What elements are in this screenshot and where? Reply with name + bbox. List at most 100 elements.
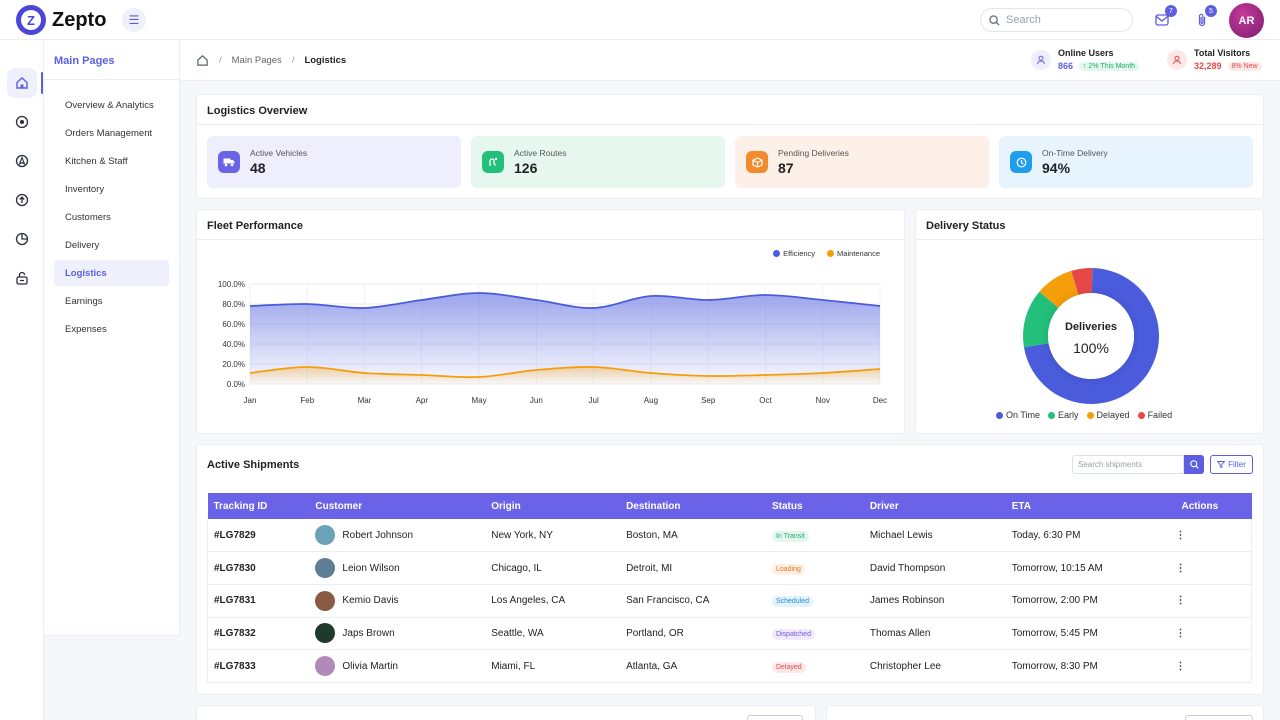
global-search[interactable]: [980, 8, 1133, 32]
rail-home[interactable]: [7, 68, 43, 98]
rail-target[interactable]: [7, 107, 37, 137]
user-icon: [1031, 49, 1051, 70]
user-avatar[interactable]: AR: [1229, 3, 1264, 38]
hamburger-icon: ☰: [128, 13, 140, 27]
donut-slice-delayed[interactable]: [1039, 270, 1079, 308]
legend-label: Efficiency: [783, 249, 816, 258]
rail-compass[interactable]: [7, 146, 37, 176]
sidebar-item-earnings[interactable]: Earnings: [65, 295, 103, 307]
destination-cell: Portland, OR: [620, 617, 766, 651]
donut-slice-early[interactable]: [1023, 291, 1059, 348]
card-divider: [916, 239, 1263, 240]
legend-swatch: [773, 250, 781, 257]
col-eta[interactable]: ETA: [1011, 500, 1031, 512]
breadcrumb-parent[interactable]: Main Pages: [231, 55, 282, 66]
delivery-status-legend: On Time Early Delayed Failed: [996, 410, 1172, 420]
delivery-status-donut: Deliveries 100%: [1023, 268, 1159, 404]
sidebar-item-kitchen-staff[interactable]: Kitchen & Staff: [65, 155, 128, 167]
total-visitors-change: 8% New: [1227, 61, 1262, 71]
legend-item-delayed[interactable]: Delayed: [1086, 410, 1130, 420]
col-driver[interactable]: Driver: [869, 500, 899, 512]
donut-slice-failed[interactable]: [1071, 268, 1093, 295]
table-row[interactable]: #LG7833 Olivia Martin Miami, FL Atlanta, GA…: [207, 649, 1252, 683]
breadcrumb-bar: / Main Pages / Logistics Online Users 86…: [180, 40, 1280, 81]
card-action-button[interactable]: [747, 715, 803, 720]
attachment-button[interactable]: 5: [1192, 5, 1217, 30]
row-actions-menu[interactable]: ⋮: [1175, 551, 1252, 585]
sidebar-item-orders-management[interactable]: Orders Management: [65, 127, 153, 139]
shipment-search-button[interactable]: [1184, 455, 1204, 474]
legend-item-failed[interactable]: Failed: [1137, 410, 1172, 420]
paperclip-icon: [1198, 13, 1206, 27]
kpi-label: On-Time Delivery: [1042, 148, 1108, 158]
rail-reports[interactable]: [7, 224, 37, 254]
fleet-performance-chart: 0.0% 20.0% 40.0% 60.0% 80.0% 100.0% Jan Feb Mar A…: [218, 280, 887, 405]
table-row[interactable]: #LG7831 Kemio Davis Los Angeles, CA San Fra…: [207, 584, 1252, 618]
customer-cell: Japs Brown: [309, 617, 486, 651]
sidebar-item-delivery[interactable]: Delivery: [65, 239, 100, 251]
mail-button[interactable]: 7: [1152, 5, 1177, 30]
legend-label: Maintenance: [837, 249, 880, 258]
rail-security[interactable]: [7, 263, 37, 293]
x-tick-label: May: [472, 396, 487, 405]
menu-toggle-button[interactable]: ☰: [122, 8, 146, 32]
tracking-id[interactable]: #LG7831: [207, 584, 310, 618]
row-actions-menu[interactable]: ⋮: [1175, 584, 1252, 618]
table-row[interactable]: #LG7830 Leion Wilson Chicago, IL Detroit, M…: [207, 551, 1252, 585]
row-actions-menu[interactable]: ⋮: [1175, 617, 1252, 651]
col-tracking-id[interactable]: Tracking ID: [213, 500, 268, 512]
sidebar-item-inventory[interactable]: Inventory: [65, 183, 105, 195]
col-status[interactable]: Status: [771, 500, 803, 512]
total-visitors-stat: Total Visitors 32,289 8% New: [1167, 48, 1262, 71]
kpi-pending-deliveries: Pending Deliveries 87: [735, 136, 989, 188]
donut-slice-on-time[interactable]: [1023, 268, 1159, 404]
sidebar-item-logistics[interactable]: Logistics: [54, 260, 169, 286]
tracking-id[interactable]: #LG7833: [207, 649, 310, 683]
kpi-active-vehicles: Active Vehicles 48: [207, 136, 461, 188]
search-input[interactable]: [1006, 14, 1116, 26]
tracking-id[interactable]: #LG7830: [207, 551, 310, 585]
home-icon[interactable]: [196, 54, 209, 67]
legend-item-maintenance[interactable]: Maintenance: [827, 249, 880, 258]
fleet-legend: Efficiency Maintenance: [773, 249, 880, 258]
table-row[interactable]: #LG7832 Japs Brown Seattle, WA Portland, OR…: [207, 617, 1252, 651]
col-origin[interactable]: Origin: [491, 500, 521, 512]
fleet-performance-title: Fleet Performance: [207, 220, 303, 232]
rail-upload[interactable]: [7, 185, 37, 215]
table-header-row: Tracking ID Customer Origin Destination …: [207, 493, 1252, 519]
compass-icon: [15, 154, 29, 168]
sidebar-divider: [44, 79, 180, 80]
legend-swatch: [1048, 412, 1056, 419]
legend-swatch: [996, 412, 1003, 419]
app-logo[interactable]: Z Zepto: [16, 5, 106, 35]
filter-button[interactable]: Filter: [1210, 455, 1253, 474]
table-row[interactable]: #LG7829 Robert Johnson New York, NY Boston,…: [207, 519, 1252, 553]
tracking-id[interactable]: #LG7829: [207, 519, 310, 553]
sidebar-item-expenses[interactable]: Expenses: [65, 323, 107, 335]
series-line-maintenance[interactable]: [249, 366, 881, 379]
search-icon: [1189, 460, 1199, 469]
donut-center-label: Deliveries: [1065, 321, 1117, 333]
kpi-on-time-delivery: On-Time Delivery 94%: [999, 136, 1253, 188]
col-customer[interactable]: Customer: [315, 500, 363, 512]
sidebar-item-customers[interactable]: Customers: [65, 211, 111, 223]
legend-item-on-time[interactable]: On Time: [996, 410, 1040, 420]
kpi-value: 87: [778, 160, 794, 176]
logo-letter: Z: [21, 10, 41, 30]
breadcrumb-current: Logistics: [304, 55, 347, 66]
sidebar-item-overview-analytics[interactable]: Overview & Analytics: [65, 99, 154, 111]
shipment-search-input[interactable]: [1072, 455, 1184, 474]
card-action-button[interactable]: [1185, 715, 1253, 720]
origin-cell: New York, NY: [485, 519, 621, 553]
visitor-icon: [1167, 49, 1187, 70]
row-actions-menu[interactable]: ⋮: [1175, 649, 1252, 683]
status-badge: Dispatched: [771, 628, 815, 640]
legend-item-efficiency[interactable]: Efficiency: [773, 249, 815, 258]
card-divider: [197, 239, 904, 240]
tracking-id[interactable]: #LG7832: [207, 617, 310, 651]
legend-item-early[interactable]: Early: [1048, 410, 1079, 420]
row-actions-menu[interactable]: ⋮: [1175, 519, 1252, 553]
series-line-efficiency[interactable]: [249, 292, 881, 309]
col-destination[interactable]: Destination: [626, 500, 681, 512]
x-tick-label: Mar: [358, 396, 372, 405]
